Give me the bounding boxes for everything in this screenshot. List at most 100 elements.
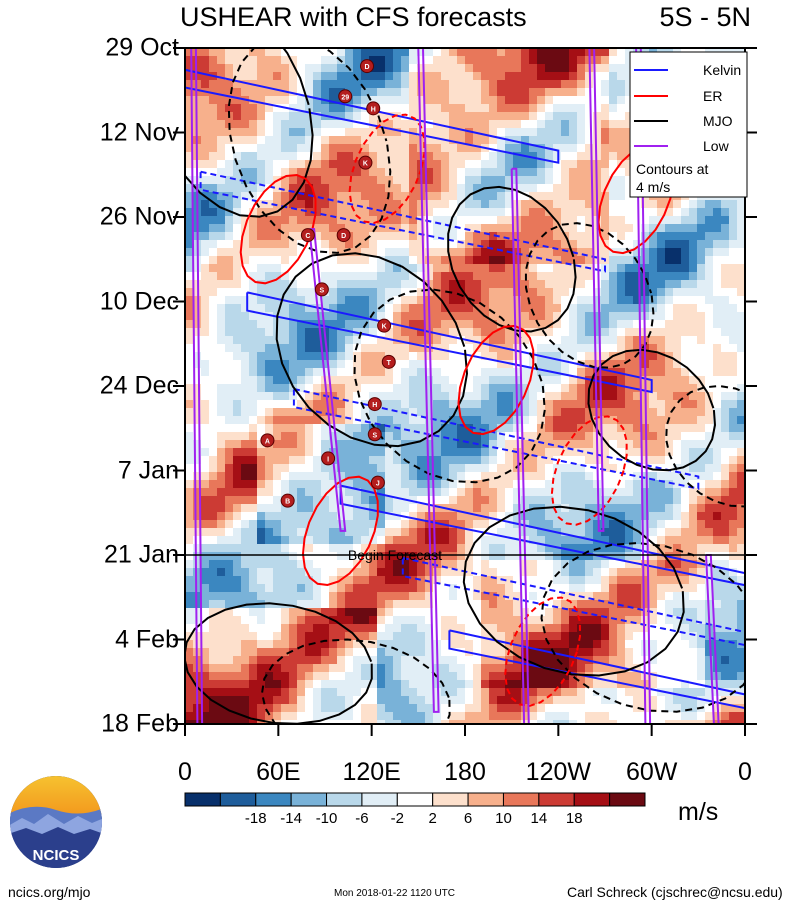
heatmap-cell bbox=[369, 248, 378, 257]
heatmap-cell bbox=[433, 568, 442, 577]
heatmap-cell bbox=[281, 536, 290, 545]
heatmap-cell bbox=[345, 224, 354, 233]
heatmap-cell bbox=[737, 368, 745, 377]
heatmap-cell bbox=[505, 576, 514, 585]
heatmap-cell bbox=[313, 272, 322, 281]
heatmap-cell bbox=[233, 176, 242, 185]
heatmap-cell bbox=[345, 168, 354, 177]
heatmap-cell bbox=[233, 536, 242, 545]
heatmap-cell bbox=[337, 168, 346, 177]
heatmap-cell bbox=[569, 528, 578, 537]
heatmap-cell bbox=[633, 488, 642, 497]
heatmap-cell bbox=[553, 248, 562, 257]
heatmap-cell bbox=[441, 304, 450, 313]
heatmap-cell bbox=[601, 576, 610, 585]
heatmap-cell bbox=[569, 152, 578, 161]
heatmap-cell bbox=[705, 200, 714, 209]
y-tick-label: 18 Feb bbox=[101, 709, 179, 738]
heatmap-cell bbox=[353, 280, 362, 289]
heatmap-cell bbox=[545, 320, 554, 329]
heatmap-cell bbox=[633, 432, 642, 441]
heatmap-cell bbox=[441, 544, 450, 553]
heatmap-cell bbox=[457, 424, 466, 433]
heatmap-cell bbox=[385, 520, 394, 529]
heatmap-cell bbox=[409, 88, 418, 97]
heatmap-cell bbox=[521, 112, 530, 121]
heatmap-cell bbox=[673, 352, 682, 361]
heatmap-cell bbox=[545, 352, 554, 361]
heatmap-cell bbox=[377, 344, 386, 353]
heatmap-cell bbox=[609, 400, 618, 409]
heatmap-cell bbox=[409, 552, 418, 561]
heatmap-cell bbox=[185, 600, 194, 609]
heatmap-cell bbox=[609, 56, 618, 65]
heatmap-cell bbox=[545, 264, 554, 273]
heatmap-cell bbox=[241, 312, 250, 321]
heatmap-cell bbox=[209, 344, 218, 353]
heatmap-cell bbox=[673, 584, 682, 593]
heatmap-cell bbox=[441, 112, 450, 121]
heatmap-cell bbox=[697, 280, 706, 289]
heatmap-cell bbox=[433, 72, 442, 81]
heatmap-cell bbox=[593, 104, 602, 113]
heatmap-cell bbox=[289, 112, 298, 121]
heatmap-cell bbox=[345, 464, 354, 473]
heatmap-cell bbox=[281, 512, 290, 521]
heatmap-cell bbox=[401, 336, 410, 345]
heatmap-cell bbox=[377, 384, 386, 393]
heatmap-cell bbox=[313, 448, 322, 457]
heatmap-cell bbox=[729, 224, 738, 233]
heatmap-cell bbox=[425, 456, 434, 465]
heatmap-cell bbox=[201, 280, 210, 289]
y-tick-label: 10 Dec bbox=[99, 287, 179, 315]
heatmap-cell bbox=[449, 144, 458, 153]
heatmap-cell bbox=[617, 64, 626, 73]
heatmap-cell bbox=[457, 552, 466, 561]
heatmap-cell bbox=[425, 64, 434, 73]
heatmap-cell bbox=[545, 376, 554, 385]
heatmap-cell bbox=[401, 536, 410, 545]
heatmap-cell bbox=[289, 96, 298, 105]
heatmap-cell bbox=[545, 544, 554, 553]
heatmap-cell bbox=[233, 96, 242, 105]
heatmap-cell bbox=[409, 488, 418, 497]
heatmap-cell bbox=[529, 600, 538, 609]
heatmap-cell bbox=[537, 216, 546, 225]
heatmap-cell bbox=[273, 248, 282, 257]
heatmap-cell bbox=[721, 504, 730, 513]
heatmap-cell bbox=[497, 408, 506, 417]
heatmap-cell bbox=[441, 96, 450, 105]
heatmap-cell bbox=[289, 464, 298, 473]
heatmap-cell bbox=[601, 360, 610, 369]
heatmap-cell bbox=[313, 48, 322, 57]
heatmap-cell bbox=[393, 120, 402, 129]
heatmap-cell bbox=[617, 136, 626, 145]
heatmap-cell bbox=[209, 224, 218, 233]
heatmap-cell bbox=[297, 336, 306, 345]
heatmap-cell bbox=[337, 520, 346, 529]
heatmap-cell bbox=[561, 120, 570, 129]
heatmap-cell bbox=[697, 424, 706, 433]
heatmap-cell bbox=[497, 304, 506, 313]
heatmap-cell bbox=[217, 192, 226, 201]
heatmap-cell bbox=[593, 320, 602, 329]
heatmap-cell bbox=[705, 264, 714, 273]
heatmap-cell bbox=[265, 264, 274, 273]
heatmap-cell bbox=[385, 600, 394, 609]
heatmap-cell bbox=[705, 552, 714, 561]
heatmap-cell bbox=[417, 440, 426, 449]
heatmap-cell bbox=[337, 360, 346, 369]
heatmap-cell bbox=[385, 64, 394, 73]
heatmap-cell bbox=[185, 360, 194, 369]
heatmap-cell bbox=[377, 264, 386, 273]
heatmap-cell bbox=[577, 224, 586, 233]
heatmap-cell bbox=[209, 272, 218, 281]
heatmap-cell bbox=[321, 312, 330, 321]
heatmap-cell bbox=[281, 168, 290, 177]
heatmap-cell bbox=[353, 184, 362, 193]
heatmap-cell bbox=[409, 192, 418, 201]
heatmap-cell bbox=[505, 64, 514, 73]
heatmap-cell bbox=[465, 368, 474, 377]
heatmap-cell bbox=[705, 448, 714, 457]
heatmap-cell bbox=[593, 520, 602, 529]
